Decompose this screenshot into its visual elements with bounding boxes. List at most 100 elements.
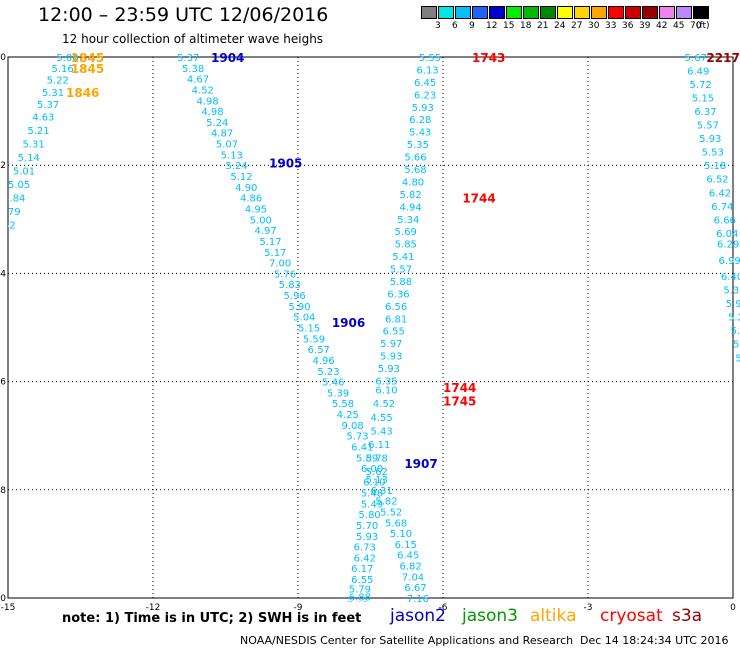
swh-value-label: 5.67 — [685, 53, 707, 64]
grid-lines — [7, 56, 734, 599]
swh-value-label: 5.58 — [332, 399, 354, 410]
swh-value-label: 5.05 — [8, 180, 30, 191]
swh-value-label: 6.37 — [694, 107, 716, 118]
swh-value-label: 5.13 — [366, 475, 388, 486]
swh-value-label: 5.34 — [397, 215, 419, 226]
swh-value-label: 4.52 — [192, 85, 214, 96]
swh-value-label: 6.36 — [387, 289, 409, 300]
color-scale-box — [659, 6, 675, 19]
swh-value-label: 5.80 — [358, 510, 380, 521]
swh-value-label: 5.82 — [375, 497, 397, 508]
swh-value-label: 6.67 — [404, 583, 426, 594]
swh-value-label: 5.62 — [366, 467, 388, 478]
swh-value-label: 5.13 — [221, 150, 243, 161]
data-marks: 5.005.165.225.315.374.635.215.315.145.01… — [0, 51, 740, 611]
time-label-altika: 1845 — [71, 62, 104, 76]
swh-value-label: 6.66 — [714, 215, 736, 226]
swh-value-label: 6.52 — [706, 175, 728, 186]
swh-value-label: 5.49 — [361, 499, 383, 510]
color-scale-label: 3 — [435, 21, 441, 31]
swh-value-label: 5.12 — [230, 172, 252, 183]
swh-value-label: 6.41 — [351, 443, 373, 454]
color-scale-box — [472, 6, 488, 19]
footer-note: note: 1) Time is in UTC; 2) SWH is in fe… — [62, 611, 362, 626]
swh-value-label: 7.16 — [407, 594, 429, 605]
swh-value-label: 4.94 — [400, 202, 422, 213]
color-scale-label: 15 — [503, 21, 515, 31]
time-label-jason2: 1904 — [211, 51, 244, 65]
swh-value-label: 7.00 — [269, 259, 291, 270]
swh-value-label: 4.67 — [187, 75, 209, 86]
color-scale-box — [608, 6, 624, 19]
swh-value-label: 6.10 — [375, 386, 397, 397]
swh-value-label: 6.55 — [351, 575, 373, 586]
swh-value-label: 5.71 — [733, 340, 740, 351]
x-tick-label: -6 — [439, 603, 448, 613]
swh-value-label: 4.96 — [313, 356, 335, 367]
color-scale-label: 42 — [656, 21, 668, 31]
color-scale-box — [642, 6, 658, 19]
x-tick-label: -9 — [294, 603, 303, 613]
swh-value-label: 5.93 — [412, 103, 434, 114]
swh-value-label: 5.93 — [380, 352, 402, 363]
swh-value-label: 4.86 — [240, 194, 262, 205]
swh-value-label: 5.90 — [726, 299, 740, 310]
swh-value-label: 5.15 — [298, 324, 320, 335]
swh-value-label: 6.45 — [414, 78, 436, 89]
swh-value-label: 5.32 — [723, 286, 740, 297]
swh-value-label: 4.63 — [32, 113, 54, 124]
y-tick-label: -30 — [0, 594, 6, 604]
y-tick-label: -26 — [0, 378, 6, 388]
swh-value-label: 6.35 — [375, 377, 397, 388]
legend-cryosat: cryosat — [600, 606, 663, 626]
swh-value-label: 6.15 — [395, 540, 417, 551]
color-scale-label: 45 — [673, 21, 685, 31]
swh-value-label: 6.10 — [363, 478, 385, 489]
swh-value-label: 5.72 — [690, 80, 712, 91]
swh-value-label: 5.39 — [327, 388, 349, 399]
swh-value-label: 5.38 — [182, 64, 204, 75]
color-scale-label: 39 — [639, 21, 651, 31]
swh-value-label: 5.93 — [378, 364, 400, 375]
chart-title: 12:00 – 23:59 UTC 12/06/2016 — [38, 4, 329, 26]
color-scale-label: 30 — [588, 21, 600, 31]
legend-jason2: jason2 — [390, 606, 446, 626]
swh-value-label: 5.48 — [361, 489, 383, 500]
swh-value-label: 7.05 — [346, 600, 368, 611]
swh-value-label: 5.22 — [47, 76, 69, 87]
swh-value-label: 5.73 — [346, 432, 368, 443]
swh-value-label: 6.23 — [414, 90, 436, 101]
color-scale-label: 27 — [571, 21, 583, 31]
swh-value-label: 5.14 — [18, 153, 40, 164]
swh-value-label: 6.42 — [354, 553, 376, 564]
swh-value-label: 5.86 — [731, 326, 740, 337]
swh-value-label: 5.46 — [322, 378, 344, 389]
swh-value-label: 4.84 — [3, 194, 25, 205]
swh-value-label: 4.80 — [402, 177, 424, 188]
swh-value-label: 6.29 — [717, 240, 739, 251]
swh-value-label: 5.66 — [404, 153, 426, 164]
swh-value-label: 5.76 — [274, 269, 296, 280]
y-tick-label: -20 — [0, 53, 6, 63]
swh-value-label: 5.52 — [380, 507, 402, 518]
swh-value-label: 4.25 — [337, 410, 359, 421]
swh-value-label: 5.10 — [390, 529, 412, 540]
swh-value-label: 6.11 — [368, 440, 390, 451]
swh-value-label: 4.79 — [0, 207, 21, 218]
swh-value-label: 6.73 — [354, 543, 376, 554]
swh-value-label: 5.07 — [216, 140, 238, 151]
swh-value-label: 5.88 — [390, 277, 412, 288]
swh-value-label: 6.99 — [719, 256, 740, 267]
swh-value-label: 6.13 — [416, 65, 438, 76]
swh-value-label: 5.83 — [279, 280, 301, 291]
color-scale-label: 18 — [520, 21, 532, 31]
plot-frame — [7, 56, 734, 599]
swh-value-label: 5.69 — [395, 227, 417, 238]
time-label-altika: 1845 — [71, 51, 104, 65]
swh-value-label: 6.74 — [711, 202, 733, 213]
swh-value-label: 5.93 — [699, 134, 721, 145]
swh-value-label: 5.00 — [250, 215, 272, 226]
swh-value-label: 5.24 — [226, 161, 248, 172]
legend-jason3: jason3 — [462, 606, 518, 626]
